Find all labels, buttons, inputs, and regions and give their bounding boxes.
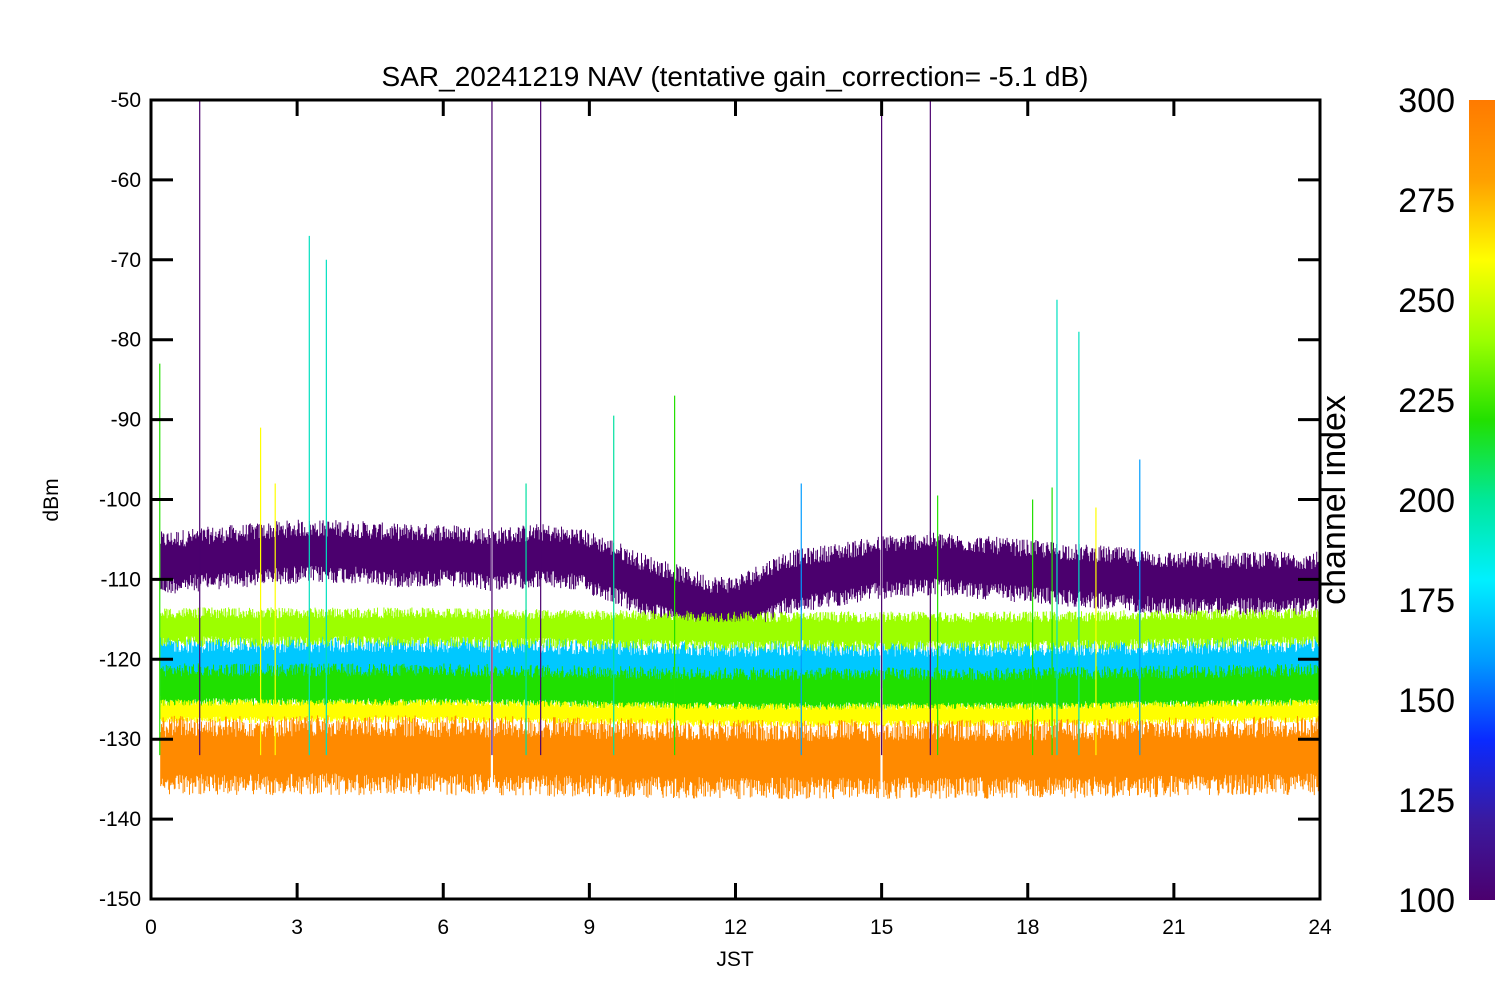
colorbar-label: channel index [1315,395,1353,605]
x-tick-label-8: 24 [1308,916,1332,939]
chart-title: SAR_20241219 NAV (tentative gain_correct… [382,61,1089,92]
x-tick-label-2: 6 [437,916,449,939]
x-tick-label-6: 18 [1016,916,1039,939]
series-band-2 [160,663,1320,716]
y-tick-label-3: -80 [111,329,141,352]
colorbar-tick-0: 100 [1398,882,1455,920]
x-tick-label-1: 3 [291,916,303,939]
y-tick-label-4: -90 [111,409,141,432]
x-tick-labels: 0 3 6 9 12 15 18 21 24 [145,916,1332,939]
y-tick-label-1: -60 [111,169,141,192]
series-band-path-5 [160,715,1320,800]
series-band-path-4 [160,699,1320,728]
x-tick-label-4: 12 [724,916,747,939]
y-tick-label-9: -140 [99,808,141,831]
colorbar-tick-4: 200 [1398,482,1455,520]
colorbar-tick-7: 275 [1398,182,1455,220]
colorbar-tick-labels: 100 125 150 175 200 225 250 275 300 [1398,82,1455,920]
y-tick-label-5: -100 [99,489,141,512]
colorbar-tick-5: 225 [1398,382,1455,420]
y-tick-label-10: -150 [99,888,141,911]
colorbar-tick-6: 250 [1398,282,1455,320]
x-axis-label: JST [716,948,754,971]
y-tick-label-7: -120 [99,648,141,671]
colorbar-tick-1: 125 [1398,782,1455,820]
spike-lines [159,100,1141,756]
y-tick-label-0: -50 [111,89,141,112]
y-axis-label: dBm [40,478,63,521]
series-band-path-2 [160,663,1320,716]
colorbar-tick-8: 300 [1398,82,1455,120]
x-tick-label-7: 21 [1162,916,1185,939]
colorbar-tick-2: 150 [1398,682,1455,720]
series-band-0 [160,519,1320,640]
y-tick-label-8: -130 [99,728,141,751]
y-tick-label-2: -70 [111,249,141,272]
x-tick-label-3: 9 [584,916,596,939]
series-band-path-0 [160,519,1320,640]
colorbar-tick-3: 175 [1398,582,1455,620]
series-band-5 [160,715,1320,800]
series-band-3 [160,607,1320,652]
plot-frame [149,98,1322,901]
x-tick-label-0: 0 [145,916,157,939]
x-tick-label-5: 15 [870,916,893,939]
series-band-4 [160,699,1320,728]
y-tick-label-6: -110 [101,568,141,591]
y-tick-labels: -50 -60 -70 -80 -90 -100 -110 -120 -130 -140 -150 [99,89,141,911]
plot-area [160,519,1320,800]
series-band-path-3 [160,607,1320,652]
colorbar [1469,100,1495,900]
